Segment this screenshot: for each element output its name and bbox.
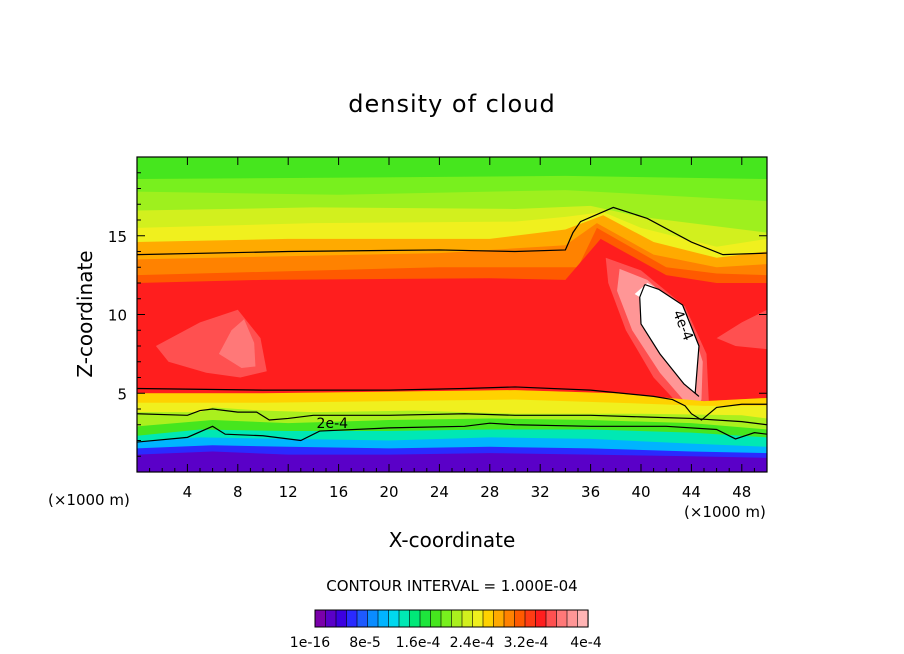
colorbar-swatch-23 bbox=[556, 609, 568, 628]
colorbar-swatch-2 bbox=[335, 609, 348, 628]
y-axis-label: Z-coordinate bbox=[73, 250, 97, 377]
colorbar-frame bbox=[314, 609, 589, 628]
color-region-21 bbox=[137, 451, 767, 472]
contour-line-layer bbox=[137, 206, 767, 443]
x-unit-right: (×1000 m) bbox=[684, 503, 766, 521]
colorbar-swatch-14 bbox=[461, 609, 474, 628]
x-tick-label-2: 12 bbox=[279, 483, 298, 501]
colorbar-label-0: 1e-16 bbox=[290, 635, 330, 651]
colorbar-swatch-20 bbox=[524, 609, 537, 628]
colorbar-swatch-6 bbox=[377, 609, 390, 628]
colorbar-swatch-7 bbox=[388, 609, 400, 628]
x-tick-label-6: 28 bbox=[480, 483, 499, 501]
x-tick-label-4: 20 bbox=[379, 483, 398, 501]
y-tick-label-2: 15 bbox=[108, 228, 127, 246]
color-region-22 bbox=[634, 283, 699, 397]
x-tick-label-8: 36 bbox=[581, 483, 600, 501]
x-unit-left: (×1000 m) bbox=[48, 491, 130, 509]
colorbar-swatch-0 bbox=[314, 609, 327, 628]
colorbar-swatch-17 bbox=[493, 609, 505, 628]
y-tick-label-0: 5 bbox=[117, 385, 127, 403]
x-tick-label-11: 48 bbox=[732, 483, 751, 501]
colorbar-label-5: 4e-4 bbox=[570, 635, 602, 651]
colorbar-swatch-19 bbox=[514, 609, 526, 628]
contour-interval-text: CONTOUR INTERVAL = 1.000E-04 bbox=[326, 577, 577, 595]
y-axis: 5 10 15 bbox=[108, 172, 767, 457]
x-tick-label-9: 40 bbox=[631, 483, 650, 501]
colorbar-swatch-10 bbox=[419, 609, 432, 628]
colorbar-label-3: 2.4e-4 bbox=[450, 635, 495, 651]
x-tick-label-3: 16 bbox=[329, 483, 348, 501]
colorbar-swatch-15 bbox=[472, 609, 484, 628]
chart-title: density of cloud bbox=[348, 90, 555, 118]
contour-line-0 bbox=[137, 206, 767, 256]
heatmap-fill-layer bbox=[137, 157, 767, 472]
colorbar-swatch-21 bbox=[535, 609, 547, 628]
colorbar-swatch-4 bbox=[356, 609, 369, 628]
contour-label-0: 2e-4 bbox=[317, 416, 349, 432]
colorbar-label-2: 1.6e-4 bbox=[396, 635, 441, 651]
colorbar-label-1: 8e-5 bbox=[349, 635, 380, 651]
colorbar bbox=[314, 609, 589, 628]
x-tick-label-1: 8 bbox=[233, 483, 243, 501]
colorbar-labels: 1e-16 8e-5 1.6e-4 2.4e-4 3.2e-4 4e-4 bbox=[290, 635, 602, 651]
x-tick-label-7: 32 bbox=[531, 483, 550, 501]
colorbar-swatch-5 bbox=[367, 609, 379, 628]
x-tick-label-5: 24 bbox=[430, 483, 449, 501]
colorbar-swatch-13 bbox=[451, 609, 463, 628]
contour-line-4 bbox=[639, 284, 700, 397]
colorbar-swatch-9 bbox=[409, 609, 421, 628]
colorbar-label-4: 3.2e-4 bbox=[504, 635, 549, 651]
colorbar-swatch-22 bbox=[545, 609, 558, 628]
color-region-10 bbox=[218, 319, 256, 369]
colorbar-swatch-1 bbox=[325, 609, 337, 628]
x-tick-label-0: 4 bbox=[183, 483, 193, 501]
colorbar-swatch-8 bbox=[398, 609, 411, 628]
colorbar-swatch-18 bbox=[503, 609, 516, 628]
colorbar-swatch-3 bbox=[346, 609, 358, 628]
y-tick-label-1: 10 bbox=[108, 307, 127, 325]
x-axis: 4 8 12 16 20 24 28 32 36 40 44 48 bbox=[149, 157, 755, 501]
colorbar-swatch-24 bbox=[566, 609, 579, 628]
x-tick-label-10: 44 bbox=[682, 483, 701, 501]
colorbar-swatch-16 bbox=[482, 609, 495, 628]
color-region-13 bbox=[716, 309, 767, 350]
contour-line-1 bbox=[137, 386, 767, 421]
contour-line-2 bbox=[137, 408, 767, 426]
contour-line-3 bbox=[137, 422, 767, 443]
colorbar-swatch-12 bbox=[440, 609, 453, 628]
colorbar-swatch-25 bbox=[577, 609, 589, 628]
colorbar-swatch-11 bbox=[430, 609, 442, 628]
x-axis-label: X-coordinate bbox=[389, 528, 516, 552]
